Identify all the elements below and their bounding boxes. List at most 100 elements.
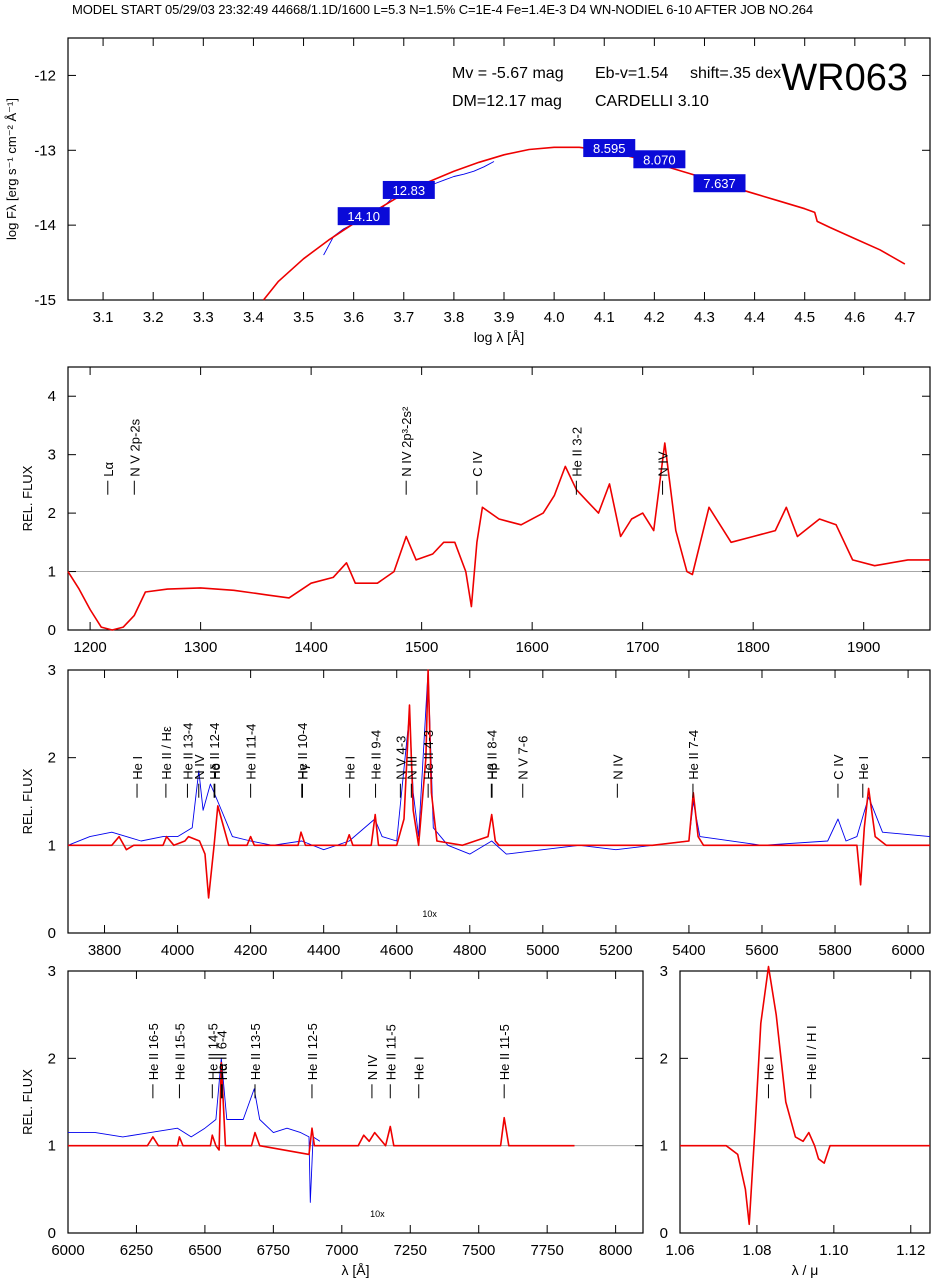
y-tick-label: 0 [48,1225,56,1242]
x-tick-label: 1600 [515,639,548,656]
line-id-label: He I [412,1056,427,1080]
line-id-label: He II / Hε [159,726,174,780]
x-tick-label: 1.12 [896,1242,925,1259]
photometry-label: 14.10 [347,209,380,224]
panel-opt: 3800 4000 4200 4400 4600 4800 5000 5200 5400 5600… [20,662,931,959]
line-id-label: Lα [101,461,116,476]
line-id-label: He II 10-4 [295,723,310,780]
line-id-label: N IV [365,1055,380,1081]
plot-frame [67,669,931,934]
x-tick-label: 8000 [599,1242,632,1259]
x-tick-label: 3.4 [243,309,264,326]
page-header: MODEL START 05/29/03 23:32:49 44668/1.1D… [72,2,813,17]
x-tick-label: 3.8 [443,309,464,326]
y-tick-label: 1 [660,1138,668,1155]
panel-ir: 1.06 1.08 1.10 1.12 0 1 2 3 λ / μ He I He II / H I [660,963,931,1278]
line-id-label: He II 4-3 [421,730,436,780]
model-spectrum [68,1061,575,1156]
line-id-label: He I [856,756,871,780]
line-id-label: Hβ [485,763,500,780]
x-tick-label: 5200 [599,942,632,959]
line-id-label: Hγ [295,763,310,779]
y-tick-label: -13 [34,142,56,159]
y-tick-label: 0 [48,622,56,639]
photometry-box [337,207,390,226]
panel-sed: 3.1 3.2 3.3 3.4 3.5 3.6 3.7 3.8 3.9 4.0 4.1 4.2 4.3 4… [4,37,931,345]
y-tick-label: 2 [48,1050,56,1067]
x-tick-label: 4.4 [744,309,765,326]
x-tick-label: 4.2 [644,309,665,326]
x-tick-label: 6000 [51,1242,84,1259]
x-tick-label: 4.3 [694,309,715,326]
plot-frame [67,366,931,631]
y-tick-label: 3 [48,447,56,464]
x-tick-label: 1.10 [819,1242,848,1259]
photometry-box [693,174,746,193]
line-id-label: N IV [656,451,671,477]
x-tick-label: 4.0 [544,309,565,326]
line-id-label: He II 11-4 [244,724,259,780]
x-tick-label: 6500 [188,1242,221,1259]
inset-label: 10x [370,1209,385,1219]
line-id-label: He II 9-4 [369,730,384,780]
y-tick-label: 0 [660,1225,668,1242]
y-tick-label: -14 [34,217,56,234]
x-tick-label: 1300 [184,639,217,656]
line-id-label: He II 12-4 [207,723,222,780]
x-axis-label: log λ [Å] [474,329,525,345]
observed-spectrum [68,1057,321,1203]
line-id-label: N IV 2p³-2s² [399,406,414,477]
line-id-label: He II 11-5 [383,1024,398,1080]
x-tick-label: 1.08 [742,1242,771,1259]
x-tick-label: 6000 [891,942,924,959]
inset-label: 10x [422,909,437,919]
line-id-label: C IV [831,754,846,780]
line-id-label: C IV [470,451,485,477]
line-id-label: He II 14-5 [205,1023,220,1080]
y-tick-label: 1 [48,1138,56,1155]
line-id-label: Hδ [208,763,223,780]
x-tick-label: 4200 [234,942,267,959]
x-tick-label: 5600 [745,942,778,959]
x-tick-label: 1500 [405,639,438,656]
line-id-label: N V 2p-2s [127,418,142,476]
line-id-label: N V 7-6 [516,736,531,780]
x-tick-label: 4.7 [895,309,916,326]
x-tick-label: 1.06 [665,1242,694,1259]
x-tick-label: 4600 [380,942,413,959]
x-tick-label: 3800 [88,942,121,959]
y-tick-label: 0 [48,925,56,942]
x-axis-label: λ [Å] [341,1262,369,1278]
x-tick-label: 1900 [847,639,880,656]
annotation-shift: shift=.35 dex [690,65,781,82]
y-tick-label: 3 [48,963,56,980]
y-tick-label: 3 [660,963,668,980]
line-id-label: N V 4-3 [393,736,408,780]
x-tick-label: 4.5 [794,309,815,326]
x-tick-label: 3.3 [193,309,214,326]
x-tick-label: 4.6 [844,309,865,326]
y-tick-label: 3 [48,662,56,679]
x-tick-label: 4400 [307,942,340,959]
y-tick-label: 2 [48,505,56,522]
x-tick-label: 4000 [161,942,194,959]
x-tick-label: 1700 [626,639,659,656]
x-tick-label: 3.9 [494,309,515,326]
chart-title: WR063 [781,57,908,99]
y-axis-label: REL. FLUX [20,768,35,834]
line-id-label: He I [343,756,358,780]
x-tick-label: 1200 [73,639,106,656]
photometry-label: 8.070 [643,152,676,167]
x-axis-label: λ / μ [792,1262,819,1278]
y-tick-label: 1 [48,837,56,854]
line-id-label: He II 15-5 [172,1023,187,1080]
x-tick-label: 1800 [736,639,769,656]
line-id-label: He I [130,756,145,780]
annotation-mv: Mv = -5.67 mag [452,65,564,82]
x-tick-label: 3.5 [293,309,314,326]
photometry-box [633,150,686,169]
line-id-label: N IV [610,754,625,780]
x-tick-label: 3.6 [343,309,364,326]
plot-frame [679,970,931,1234]
